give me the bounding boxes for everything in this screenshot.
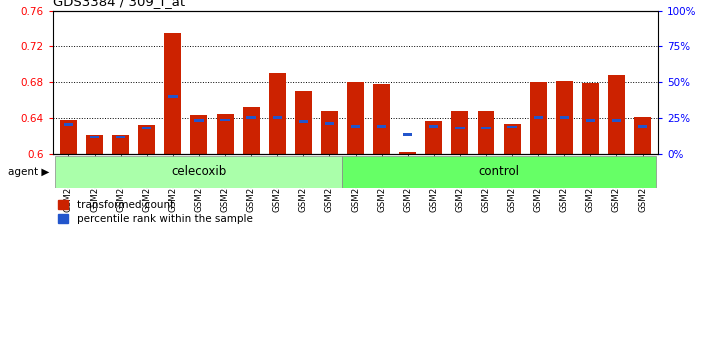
Bar (634, 117, 651, 154)
Bar (272, 116, 282, 119)
Bar (508, 126, 517, 129)
Bar (377, 125, 386, 127)
Text: control: control (479, 165, 520, 178)
Text: GDS3384 / 309_f_at: GDS3384 / 309_f_at (53, 0, 185, 8)
Bar (295, 91, 312, 154)
Bar (347, 82, 364, 154)
Bar (56, 156, 342, 188)
Bar (220, 119, 230, 121)
Bar (243, 107, 260, 154)
Bar (351, 125, 360, 127)
Bar (503, 124, 520, 154)
Bar (556, 81, 573, 154)
Text: celecoxib: celecoxib (171, 165, 227, 178)
Bar (477, 111, 494, 154)
Bar (60, 120, 77, 154)
Bar (612, 120, 621, 122)
Bar (164, 33, 182, 154)
Bar (399, 152, 416, 154)
Text: agent ▶: agent ▶ (8, 167, 49, 177)
Bar (403, 133, 413, 136)
Bar (342, 156, 655, 188)
Bar (638, 125, 647, 127)
Bar (142, 127, 151, 129)
Bar (429, 125, 439, 127)
Bar (298, 120, 308, 123)
Bar (86, 135, 103, 154)
Bar (90, 136, 99, 138)
Bar (534, 116, 543, 119)
Bar (246, 116, 256, 119)
Bar (112, 135, 129, 154)
Bar (325, 122, 334, 125)
Bar (529, 82, 547, 154)
Bar (217, 114, 234, 154)
Bar (116, 136, 125, 138)
Bar (582, 83, 599, 154)
Bar (560, 116, 569, 119)
Bar (451, 111, 468, 154)
Bar (373, 84, 390, 154)
Bar (194, 120, 203, 122)
Bar (64, 123, 73, 126)
Bar (269, 73, 286, 154)
Bar (608, 75, 625, 154)
Bar (425, 121, 442, 154)
Bar (455, 127, 465, 129)
Bar (138, 125, 155, 154)
Legend: transformed count, percentile rank within the sample: transformed count, percentile rank withi… (58, 200, 253, 224)
Bar (482, 127, 491, 129)
Bar (191, 115, 208, 154)
Bar (586, 120, 595, 122)
Bar (168, 95, 177, 98)
Bar (321, 111, 338, 154)
